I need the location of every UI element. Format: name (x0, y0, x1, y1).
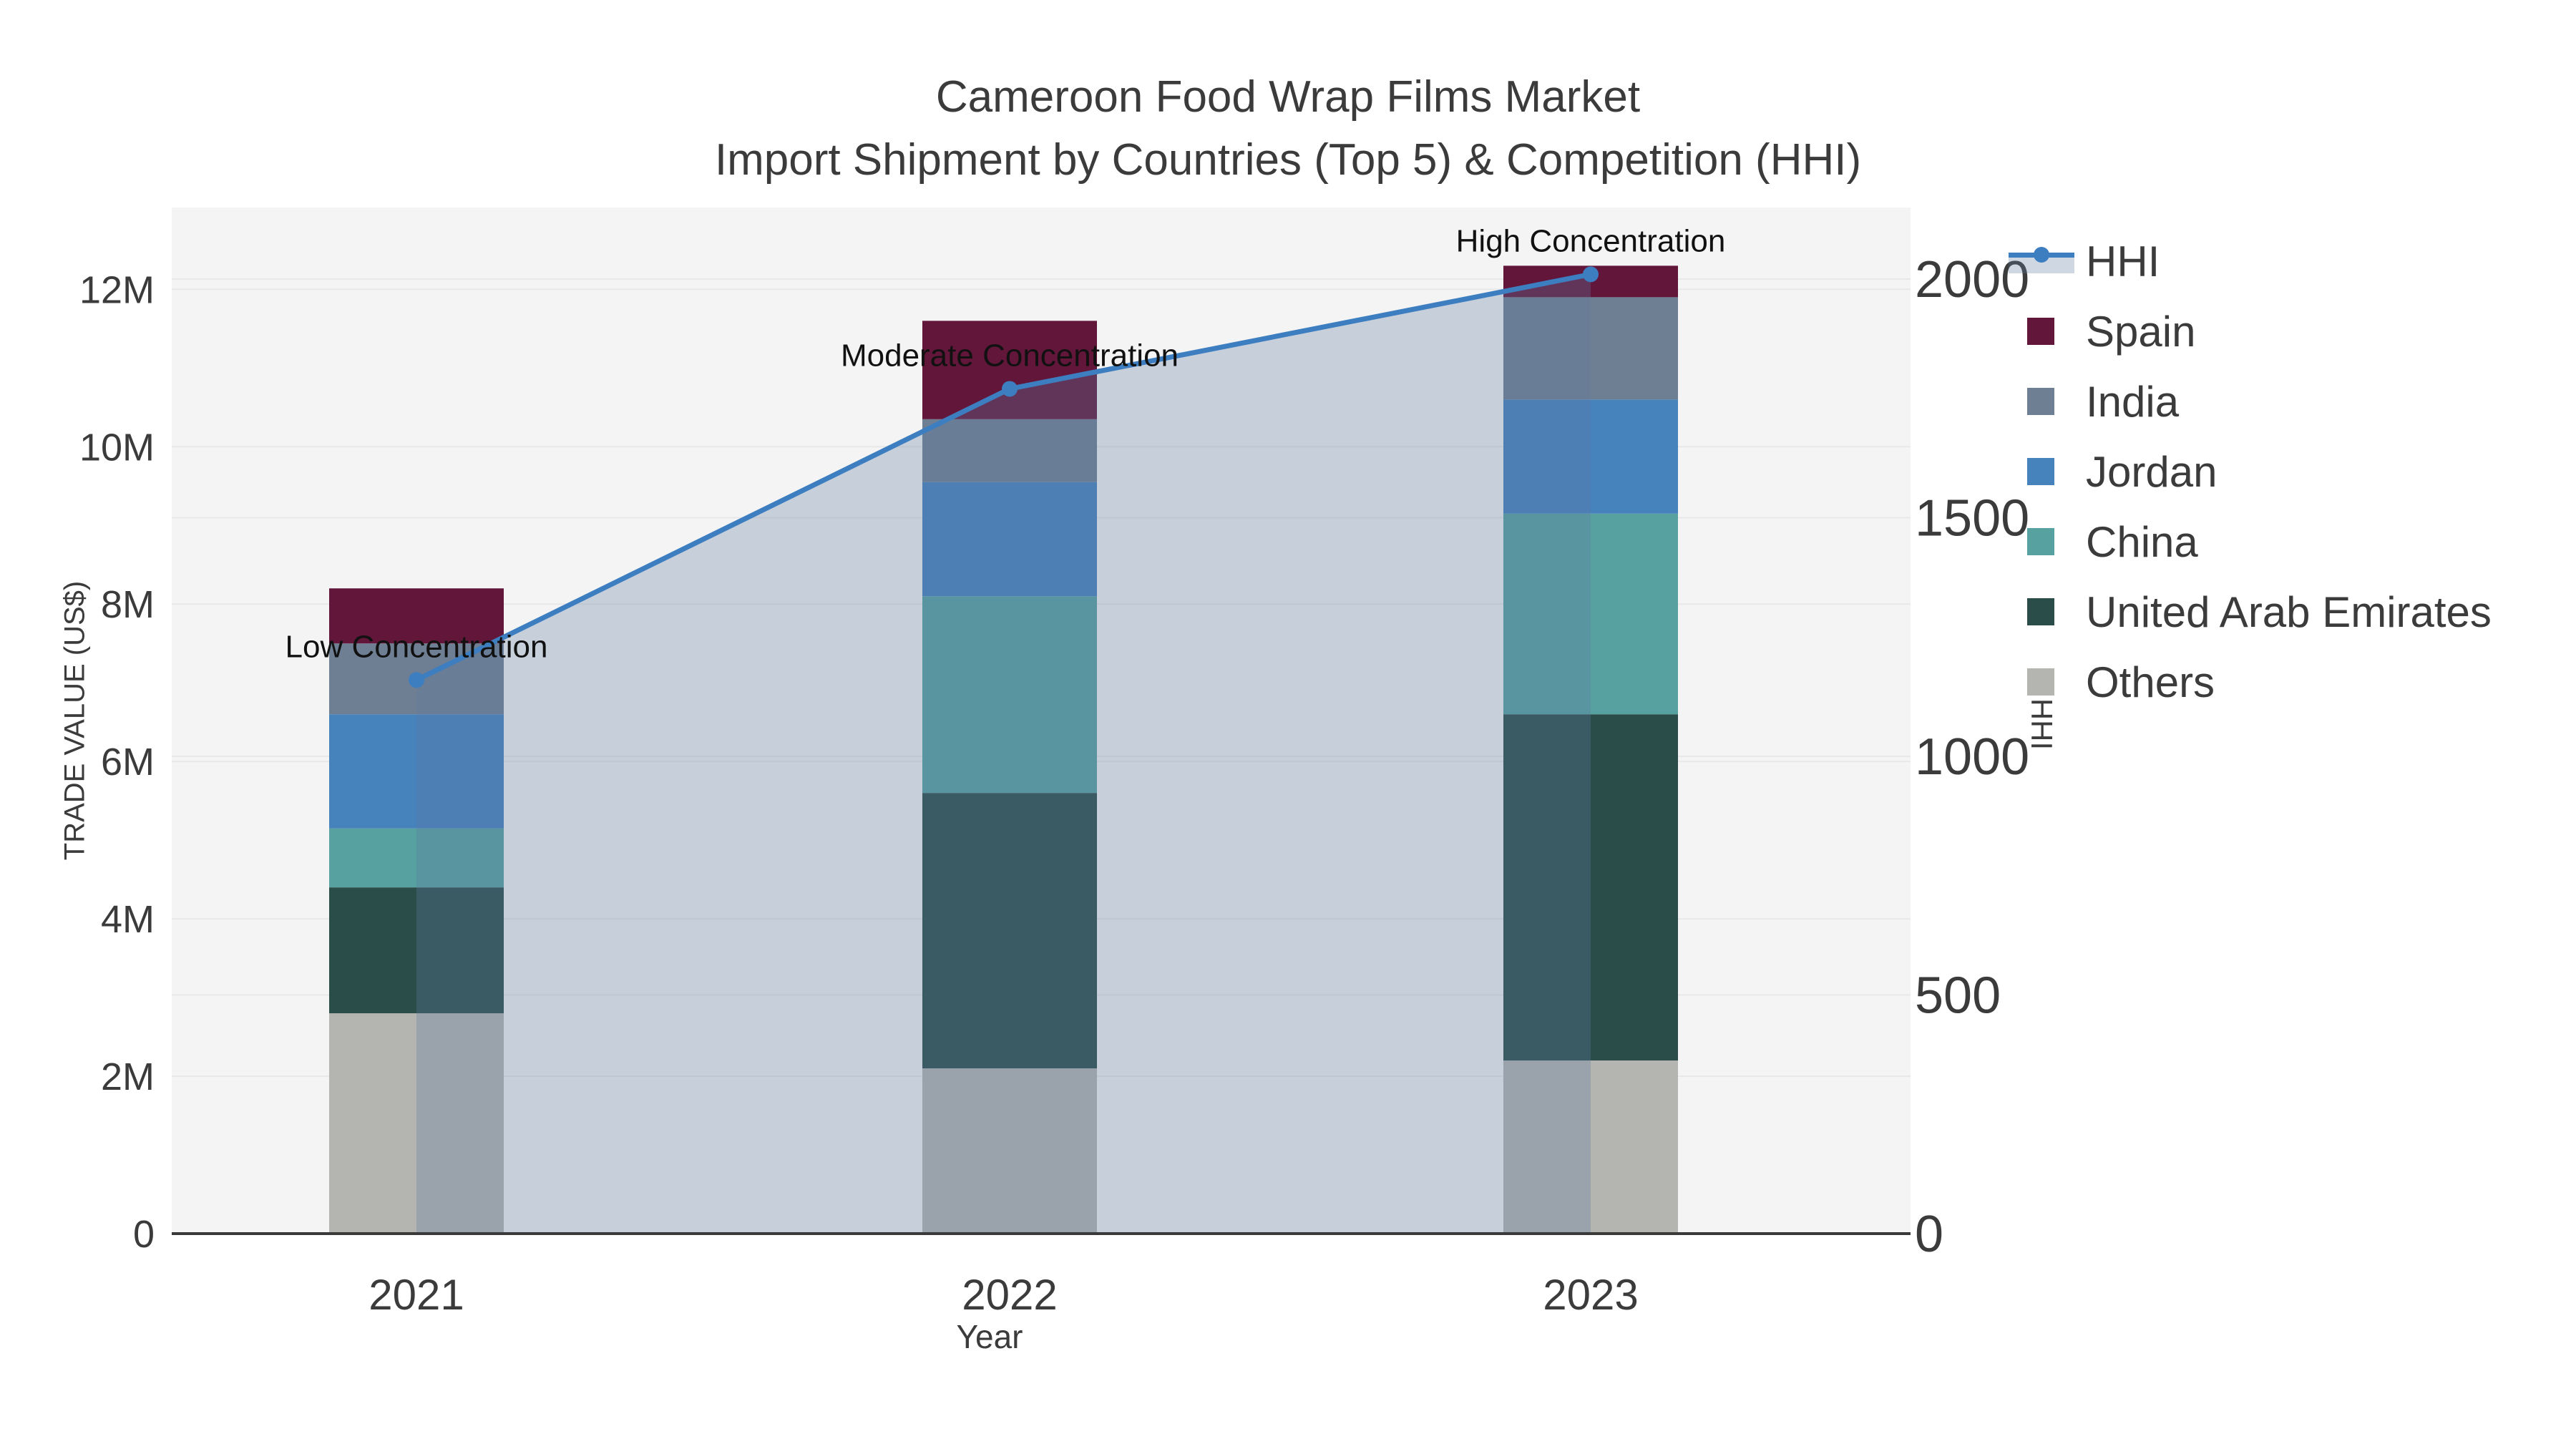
bar-segment-2022-spain[interactable] (922, 321, 1097, 419)
bar-segment-2022-india[interactable] (922, 419, 1097, 482)
legend-item-united-arab-emirates[interactable]: United Arab Emirates (2004, 587, 2492, 636)
y2-tick-label: 500 (1915, 967, 2001, 1025)
legend-item-china[interactable]: China (2004, 517, 2492, 566)
legend-label: United Arab Emirates (2086, 587, 2492, 636)
y-tick-label: 4M (101, 898, 155, 941)
legend-item-india[interactable]: India (2004, 377, 2492, 426)
legend-color-square-icon (2027, 668, 2054, 696)
y-tick-label: 0 (133, 1213, 155, 1256)
legend-label: HHI (2086, 237, 2160, 286)
y2-tick-label: 1000 (1915, 728, 2029, 786)
y-tick-label: 12M (79, 268, 155, 311)
annotation-moderate-concentration: Moderate Concentration (841, 338, 1179, 373)
y2-tick-label: 1500 (1915, 490, 2029, 547)
bar-segment-2023-india[interactable] (1503, 297, 1678, 400)
chart-title-line2: Import Shipment by Countries (Top 5) & C… (714, 135, 1862, 185)
hhi-point-2022[interactable] (1002, 381, 1018, 397)
legend-item-spain[interactable]: Spain (2004, 307, 2492, 356)
y2-axis-title: HHI (2025, 698, 2059, 751)
annotation-high-concentration: High Concentration (1456, 223, 1726, 258)
x-tick-label: 2023 (1543, 1271, 1638, 1319)
legend-color-square-icon (2027, 458, 2054, 485)
hhi-swatch-dot (2034, 247, 2049, 263)
legend-label: China (2086, 517, 2198, 566)
legend-color-square-icon (2027, 598, 2054, 625)
chart-title: Cameroon Food Wrap Films Market Import S… (0, 66, 2576, 192)
annotation-low-concentration: Low Concentration (286, 629, 548, 664)
bar-segment-2023-jordan[interactable] (1503, 399, 1678, 514)
bar-segment-2022-jordan[interactable] (922, 482, 1097, 597)
hhi-point-2021[interactable] (409, 672, 424, 688)
x-tick-label: 2021 (369, 1271, 464, 1319)
legend-item-others[interactable]: Others (2004, 658, 2492, 706)
legend-item-jordan[interactable]: Jordan (2004, 447, 2492, 496)
legend-item-hhi[interactable]: HHI (2004, 237, 2492, 286)
x-axis-title: Year (956, 1318, 1023, 1355)
legend-swatch-jordan (2004, 458, 2079, 485)
legend-swatch-spain (2004, 318, 2079, 345)
bar-segment-2021-others[interactable] (329, 1013, 504, 1234)
legend: HHI Spain India Jordan China United Arab Emir… (2004, 237, 2492, 706)
y-tick-label: 2M (101, 1055, 155, 1098)
hhi-area-fill (416, 274, 1591, 1234)
y-axis-title: TRADE VALUE (US$) (59, 580, 91, 861)
bar-segment-2022-others[interactable] (922, 1068, 1097, 1234)
legend-swatch-united-arab-emirates (2004, 598, 2079, 625)
legend-swatch-hhi (2004, 247, 2079, 273)
bar-segment-2021-spain[interactable] (329, 588, 504, 644)
bar-segment-2021-united-arab-emirates[interactable] (329, 887, 504, 1014)
bar-segment-2023-china[interactable] (1503, 513, 1678, 715)
bar-segment-2022-united-arab-emirates[interactable] (922, 793, 1097, 1069)
bar-segment-2023-united-arab-emirates[interactable] (1503, 714, 1678, 1061)
x-tick-label: 2022 (962, 1271, 1057, 1319)
legend-label: India (2086, 377, 2180, 426)
bar-segment-2022-china[interactable] (922, 596, 1097, 794)
y2-tick-label: 0 (1915, 1206, 1943, 1263)
bar-segment-2023-others[interactable] (1503, 1060, 1678, 1234)
y2-tick-label: 2000 (1915, 251, 2029, 308)
bar-segment-2021-china[interactable] (329, 828, 504, 888)
legend-color-square-icon (2027, 528, 2054, 555)
legend-swatch-china (2004, 528, 2079, 555)
chart-title-line1: Cameroon Food Wrap Films Market (935, 72, 1641, 122)
y-tick-label: 8M (101, 583, 155, 626)
legend-color-square-icon (2027, 388, 2054, 415)
hhi-line-swatch-icon (2009, 247, 2074, 273)
y-tick-label: 10M (79, 426, 155, 469)
legend-label: Spain (2086, 307, 2196, 356)
legend-swatch-others (2004, 668, 2079, 696)
hhi-point-2023[interactable] (1583, 266, 1599, 283)
legend-color-square-icon (2027, 318, 2054, 345)
legend-label: Others (2086, 658, 2215, 706)
legend-label: Jordan (2086, 447, 2218, 496)
legend-swatch-india (2004, 388, 2079, 415)
bar-segment-2021-jordan[interactable] (329, 714, 504, 829)
y-tick-label: 6M (101, 741, 155, 784)
